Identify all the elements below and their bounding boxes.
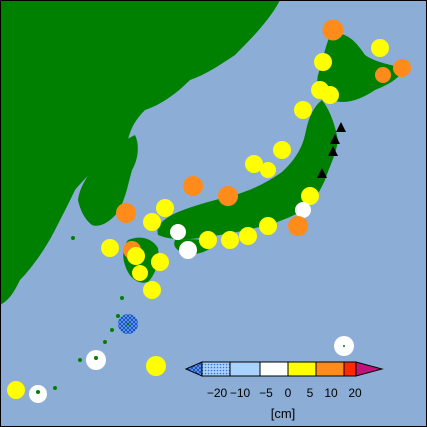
marker-yellow	[101, 239, 119, 257]
marker-yellow	[301, 187, 319, 205]
marker-yellow	[127, 247, 145, 265]
marker-orange	[393, 59, 411, 77]
marker-white	[179, 241, 197, 259]
marker-yellow	[221, 231, 239, 249]
island-dots	[36, 322, 345, 394]
marker-yellow	[143, 213, 161, 231]
marker-yellow	[245, 155, 263, 173]
legend-tick: −5	[259, 386, 273, 400]
marker-orange	[288, 216, 308, 236]
marker-yellow	[259, 217, 277, 235]
mainland-asia	[0, 0, 280, 305]
legend-tick: 10	[324, 386, 338, 400]
legend-ticks: −20 −10 −5 0 5 10 20	[207, 386, 362, 400]
legend-tick: 0	[285, 386, 292, 400]
marker-yellow	[321, 86, 339, 104]
marker-orange	[218, 186, 238, 206]
triangle-marker	[336, 122, 346, 132]
marker-orange	[116, 203, 136, 223]
hokkaido	[317, 33, 405, 102]
marker-orange	[375, 67, 391, 83]
honshu	[157, 100, 338, 240]
triangle-marker	[330, 134, 340, 144]
legend-tick: −10	[230, 386, 251, 400]
korean-peninsula	[78, 135, 138, 226]
marker-yellow	[314, 53, 332, 71]
marker-white	[295, 202, 311, 218]
marker-yellow	[371, 39, 389, 57]
marker-yellow	[260, 162, 276, 178]
station-markers	[7, 19, 411, 403]
legend-unit: [cm]	[271, 406, 296, 421]
marker-yellow	[146, 356, 166, 376]
marker-yellow	[239, 227, 257, 245]
legend-tick: 5	[307, 386, 314, 400]
legend-tick: −20	[207, 386, 228, 400]
triangle-marker	[317, 168, 327, 178]
marker-yellow	[273, 141, 291, 159]
marker-yellow	[7, 381, 25, 399]
marker-yellow	[294, 101, 312, 119]
marker-yellow	[156, 199, 174, 217]
marker-white	[170, 224, 186, 240]
triangle-markers	[317, 122, 346, 178]
marker-orange	[183, 176, 203, 196]
marker-orange	[322, 19, 344, 41]
legend-tick: 20	[348, 386, 362, 400]
legend-colorbar	[184, 361, 384, 377]
marker-yellow	[199, 231, 217, 249]
triangle-marker	[328, 146, 338, 156]
marker-yellow	[143, 281, 161, 299]
marker-yellow	[132, 265, 148, 281]
marker-yellow	[151, 253, 169, 271]
